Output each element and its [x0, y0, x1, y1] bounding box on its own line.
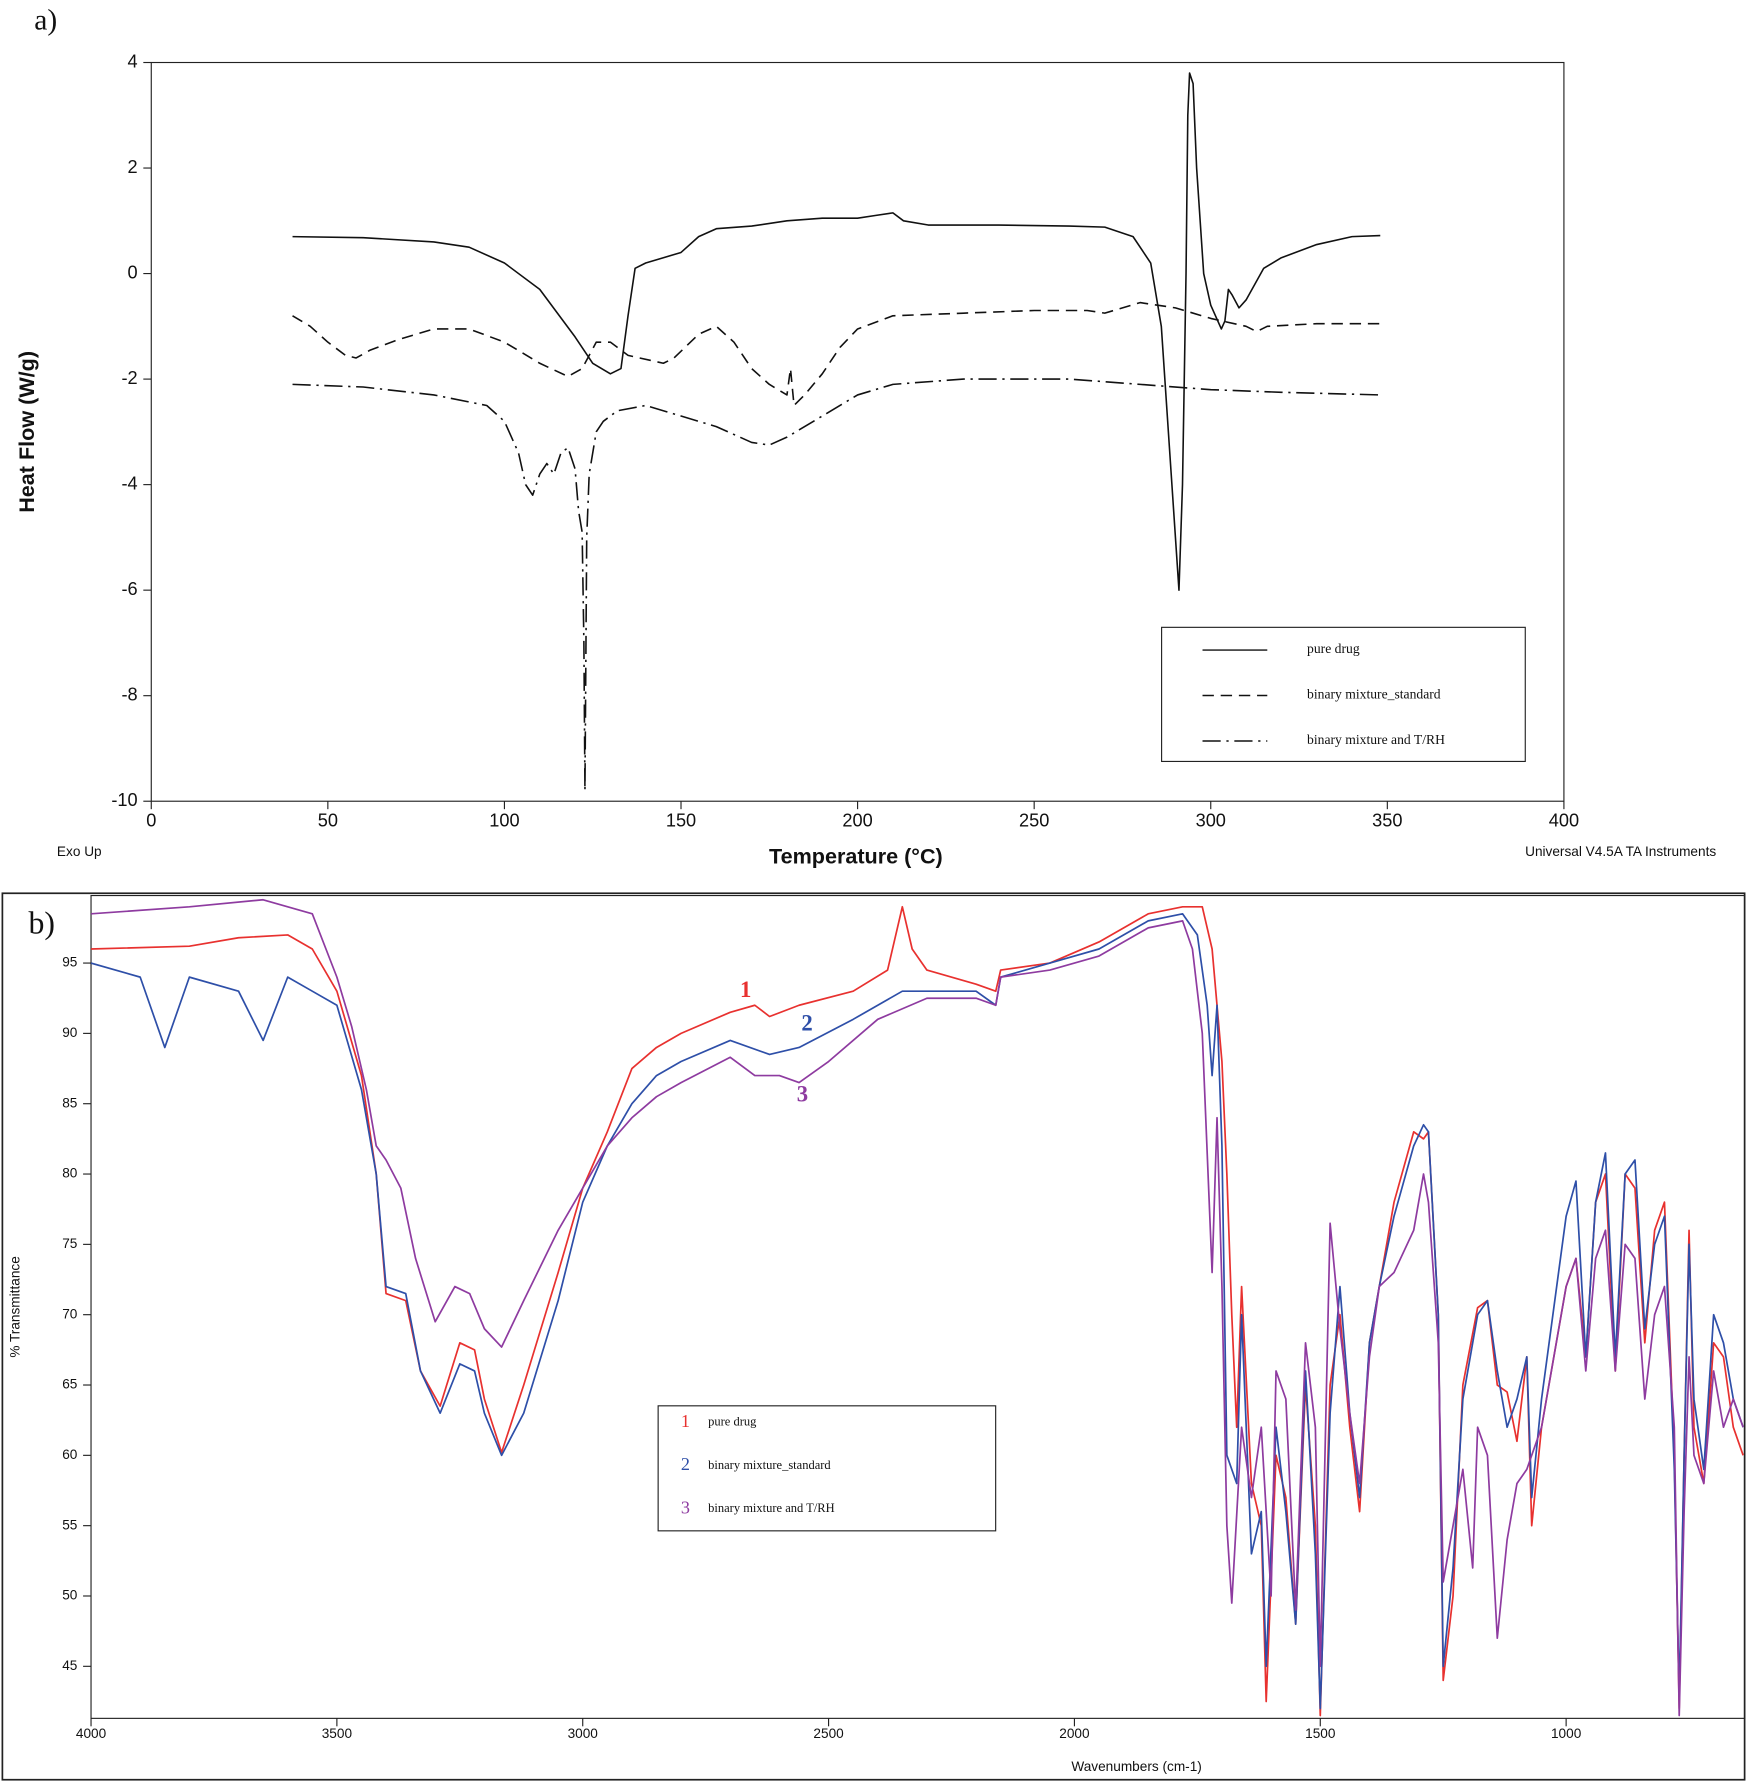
- panel-label: a): [34, 5, 57, 37]
- legend-label: pure drug: [1307, 641, 1360, 656]
- x-tick-label: 2000: [1059, 1726, 1090, 1741]
- y-tick-label: -10: [111, 790, 137, 810]
- y-axis-label: % Transmittance: [8, 1256, 23, 1357]
- y-tick-label: 85: [62, 1095, 77, 1110]
- panel-label: b): [29, 906, 56, 941]
- plot: [292, 72, 1381, 792]
- x-tick-label: 300: [1196, 810, 1226, 830]
- x-tick-label: 0: [146, 810, 156, 830]
- y-tick-label: 75: [62, 1236, 77, 1251]
- y-tick-label: 95: [62, 955, 77, 970]
- y-tick-label: 80: [62, 1166, 78, 1181]
- y-tick-label: -4: [121, 473, 137, 493]
- legend-marker: 2: [681, 1454, 690, 1474]
- y-tick-label: 4: [128, 51, 138, 71]
- legend-label: binary mixture and T/RH: [708, 1501, 834, 1515]
- y-tick-label: -2: [121, 368, 137, 388]
- note: Exo Up: [57, 844, 102, 859]
- series-line: [292, 378, 1381, 792]
- x-tick-label: 200: [842, 810, 872, 830]
- legend-label: binary mixture_standard: [1307, 687, 1441, 702]
- y-tick-label: 90: [62, 1025, 78, 1040]
- y-axis-label: Heat Flow (W/g): [14, 351, 39, 513]
- legend-label: binary mixture and T/RH: [1307, 732, 1445, 747]
- y-tick-label: -6: [121, 579, 137, 599]
- series-line: [91, 898, 1744, 1717]
- series-line: [91, 912, 1744, 1710]
- y-tick-label: 45: [62, 1658, 77, 1673]
- x-axis-label: Wavenumbers (cm-1): [1071, 1759, 1201, 1774]
- plot: [91, 898, 1744, 1717]
- legend-marker: 3: [681, 1497, 690, 1517]
- y-tick-label: 60: [62, 1447, 78, 1462]
- x-tick-label: 50: [318, 810, 338, 830]
- note: Universal V4.5A TA Instruments: [1525, 844, 1716, 859]
- y-tick-label: -8: [121, 684, 137, 704]
- y-tick-label: 70: [62, 1306, 78, 1321]
- x-tick-label: 100: [489, 810, 519, 830]
- legend-label: pure drug: [708, 1415, 757, 1429]
- y-tick-label: 2: [128, 157, 138, 177]
- x-tick-label: 250: [1019, 810, 1049, 830]
- y-tick-label: 0: [128, 262, 138, 282]
- panel-frame: [1, 892, 1746, 1781]
- series-label: 3: [797, 1081, 808, 1106]
- legend-label: binary mixture_standard: [708, 1458, 831, 1472]
- x-tick-label: 1000: [1551, 1726, 1582, 1741]
- y-tick-label: 50: [62, 1588, 78, 1603]
- x-tick-label: 1500: [1305, 1726, 1336, 1741]
- series-label: 1: [740, 977, 751, 1002]
- x-tick-label: 150: [666, 810, 696, 830]
- x-tick-label: 3500: [322, 1726, 353, 1741]
- x-axis-label: Temperature (°C): [769, 844, 943, 869]
- x-tick-label: 350: [1372, 810, 1402, 830]
- series-label: 2: [801, 1010, 812, 1035]
- x-tick-label: 4000: [76, 1726, 107, 1741]
- series-line: [292, 301, 1381, 407]
- series-line: [292, 72, 1381, 591]
- legend-marker: 1: [681, 1411, 690, 1431]
- x-tick-label: 400: [1549, 810, 1579, 830]
- y-tick-label: 55: [62, 1517, 77, 1532]
- x-tick-label: 3000: [568, 1726, 599, 1741]
- legend: [657, 1405, 997, 1532]
- x-tick-label: 2500: [813, 1726, 844, 1741]
- y-tick-label: 65: [62, 1377, 77, 1392]
- plot-frame: [90, 894, 1746, 1719]
